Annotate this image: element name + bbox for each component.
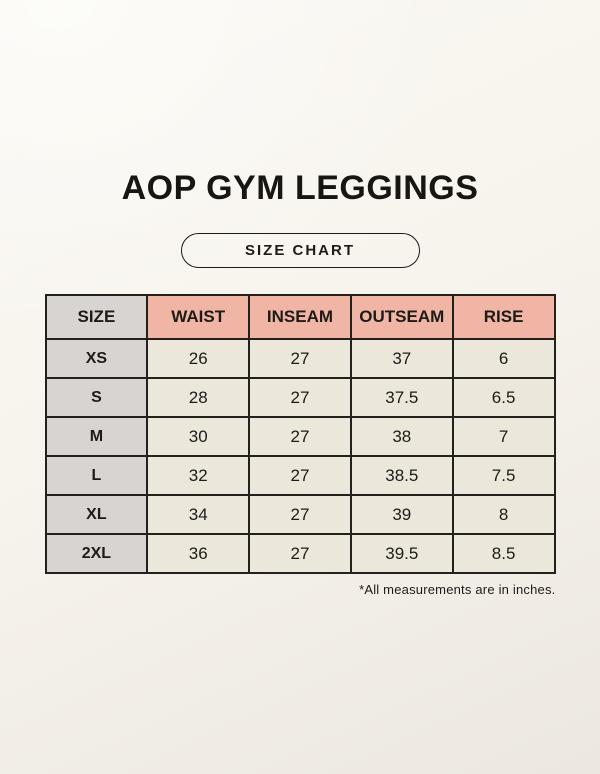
size-chart-badge-label: SIZE CHART <box>245 242 355 260</box>
header-row: SIZE WAIST INSEAM OUTSEAM RISE <box>44 294 556 341</box>
table-row: S 28 27 37.5 6.5 <box>44 377 556 419</box>
value-cell: 6.5 <box>451 377 556 419</box>
size-table-body: XS 26 27 37 6 S 28 27 37.5 6.5 M 30 27 38 7 L 32 27 38.5 7.… <box>44 338 556 575</box>
size-cell: S <box>44 377 149 419</box>
value-cell: 8.5 <box>451 533 556 575</box>
content-column: AOP GYM LEGGINGS SIZE CHART SIZE WAIST INS… <box>44 169 556 598</box>
value-cell: 39.5 <box>349 533 454 575</box>
value-cell: 38.5 <box>349 455 454 497</box>
value-cell: 7.5 <box>451 455 556 497</box>
table-row: XS 26 27 37 6 <box>44 338 556 380</box>
header-cell-rise: RISE <box>451 294 556 341</box>
table-row: L 32 27 38.5 7.5 <box>44 455 556 497</box>
product-title: AOP GYM LEGGINGS <box>121 169 479 207</box>
value-cell: 28 <box>146 377 251 419</box>
size-cell: 2XL <box>44 533 149 575</box>
size-chart-badge: SIZE CHART <box>180 233 420 269</box>
value-cell: 34 <box>146 494 251 536</box>
value-cell: 27 <box>248 455 352 497</box>
header-cell-size: SIZE <box>44 294 149 341</box>
value-cell: 36 <box>146 533 251 575</box>
table-row: 2XL 36 27 39.5 8.5 <box>44 533 556 575</box>
value-cell: 26 <box>146 338 251 380</box>
table-row: XL 34 27 39 8 <box>44 494 556 536</box>
size-table-head: SIZE WAIST INSEAM OUTSEAM RISE <box>44 294 556 341</box>
value-cell: 27 <box>248 377 352 419</box>
value-cell: 7 <box>451 416 556 458</box>
value-cell: 27 <box>248 494 352 536</box>
measurements-footnote: *All measurements are in inches. <box>359 582 556 598</box>
header-cell-waist: WAIST <box>146 294 251 341</box>
header-cell-inseam: INSEAM <box>248 294 352 341</box>
value-cell: 37.5 <box>349 377 454 419</box>
size-cell: L <box>44 455 149 497</box>
value-cell: 39 <box>349 494 454 536</box>
value-cell: 8 <box>451 494 556 536</box>
value-cell: 38 <box>349 416 454 458</box>
value-cell: 30 <box>146 416 251 458</box>
size-cell: M <box>44 416 149 458</box>
size-cell: XL <box>44 494 149 536</box>
header-cell-outseam: OUTSEAM <box>349 294 454 341</box>
value-cell: 37 <box>349 338 454 380</box>
value-cell: 27 <box>248 533 352 575</box>
value-cell: 27 <box>248 416 352 458</box>
table-row: M 30 27 38 7 <box>44 416 556 458</box>
value-cell: 32 <box>146 455 251 497</box>
size-table-wrapper: SIZE WAIST INSEAM OUTSEAM RISE XS 26 27 37 6 S 28 2… <box>44 294 556 575</box>
size-cell: XS <box>44 338 149 380</box>
value-cell: 27 <box>248 338 352 380</box>
value-cell: 6 <box>451 338 556 380</box>
size-table: SIZE WAIST INSEAM OUTSEAM RISE XS 26 27 37 6 S 28 2… <box>44 294 556 575</box>
